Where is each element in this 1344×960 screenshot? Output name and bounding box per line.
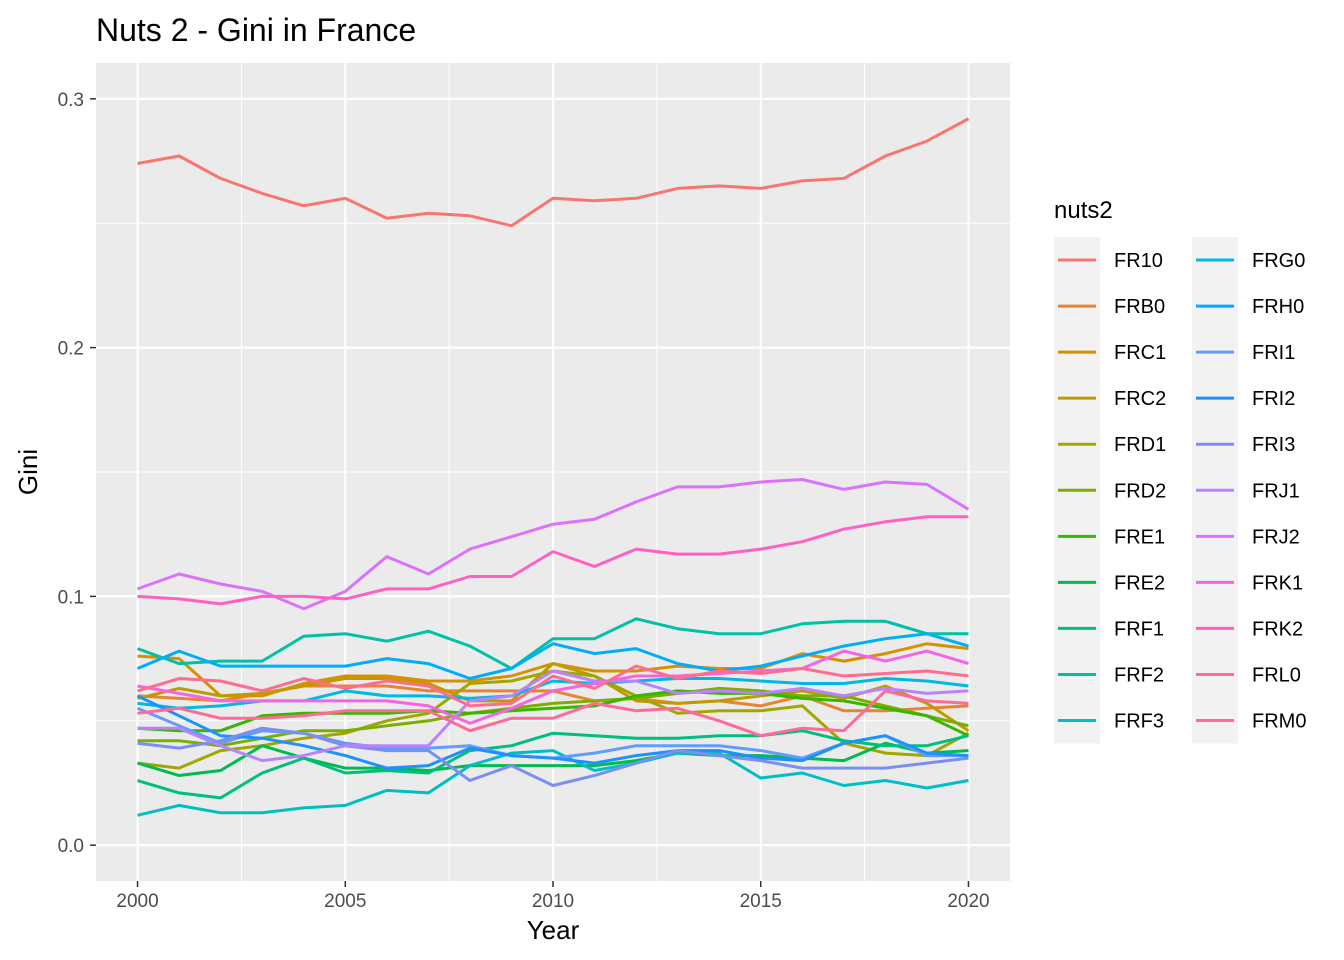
y-tick-label: 0.2 xyxy=(58,339,84,360)
y-tick-label: 0.0 xyxy=(58,836,84,857)
y-axis: 0.0 0.1 0.2 0.3 xyxy=(58,90,96,857)
chart-title: Nuts 2 - Gini in France xyxy=(96,12,416,48)
y-axis-title: Gini xyxy=(13,449,43,495)
legend-label-fri1: FRI1 xyxy=(1252,342,1295,364)
series-line-frk1 xyxy=(137,649,969,725)
legend: nuts2 FR10FRB0FRC1FRC2FRD1FRD2FRE1FRE2FR… xyxy=(1054,197,1306,744)
y-tick-label: 0.1 xyxy=(58,587,84,608)
series-line-frf2 xyxy=(136,617,969,670)
legend-label-frf3: FRF3 xyxy=(1114,711,1164,733)
x-axis-title: Year xyxy=(527,915,580,945)
series-line-frf1 xyxy=(137,729,969,800)
x-tick-label: 2000 xyxy=(116,891,158,912)
series-line-fri3 xyxy=(137,726,969,787)
legend-label-frk1: FRK1 xyxy=(1252,572,1303,594)
legend-label-fre2: FRE2 xyxy=(1114,572,1165,594)
legend-label-frh0: FRH0 xyxy=(1252,296,1304,318)
legend-label-frb0: FRB0 xyxy=(1114,296,1165,318)
legend-label-frk2: FRK2 xyxy=(1252,618,1303,640)
legend-label-frc1: FRC1 xyxy=(1114,342,1166,364)
legend-label-fri2: FRI2 xyxy=(1252,388,1295,410)
x-tick-label: 2020 xyxy=(947,891,989,912)
legend-label-frd1: FRD1 xyxy=(1114,434,1166,456)
series-lines xyxy=(136,117,970,817)
legend-items: FR10 FRB0 FRC1 FRC2 FRD1 FRD2 FRE1 FRE2 FRF1 FRF2… xyxy=(1054,237,1306,744)
x-tick-label: 2005 xyxy=(324,891,366,912)
series-line-fre1 xyxy=(137,689,970,738)
series-line-fre2 xyxy=(137,741,969,777)
legend-label-frl0: FRL0 xyxy=(1252,664,1301,686)
x-tick-label: 2010 xyxy=(532,891,574,912)
legend-label-frj1: FRJ1 xyxy=(1252,480,1300,502)
legend-label-frf1: FRF1 xyxy=(1114,618,1164,640)
legend-label-fre1: FRE1 xyxy=(1114,526,1165,548)
legend-label-frc2: FRC2 xyxy=(1114,388,1166,410)
legend-label-frg0: FRG0 xyxy=(1252,250,1305,272)
legend-label-frd2: FRD2 xyxy=(1114,480,1166,502)
legend-label-frf2: FRF2 xyxy=(1114,664,1164,686)
series-line-frf3 xyxy=(137,749,969,817)
series-line-frd2 xyxy=(137,686,969,748)
series-line-fr10 xyxy=(137,117,970,228)
series-line-frj1 xyxy=(137,669,969,763)
series-line-frh0 xyxy=(136,632,969,680)
x-axis: 2000 2005 2010 2015 2020 xyxy=(116,881,990,912)
legend-title: nuts2 xyxy=(1054,197,1113,224)
series-line-frk2 xyxy=(137,515,969,606)
series-line-frl0 xyxy=(137,664,969,708)
legend-label-frj2: FRJ2 xyxy=(1252,526,1300,548)
legend-label-frm0: FRM0 xyxy=(1252,711,1306,733)
x-tick-label: 2015 xyxy=(740,891,782,912)
series-line-fri2 xyxy=(136,694,969,770)
legend-label-fri3: FRI3 xyxy=(1252,434,1295,456)
legend-label-fr10: FR10 xyxy=(1114,250,1163,272)
y-tick-label: 0.3 xyxy=(58,90,84,111)
series-line-frm0 xyxy=(137,689,969,738)
